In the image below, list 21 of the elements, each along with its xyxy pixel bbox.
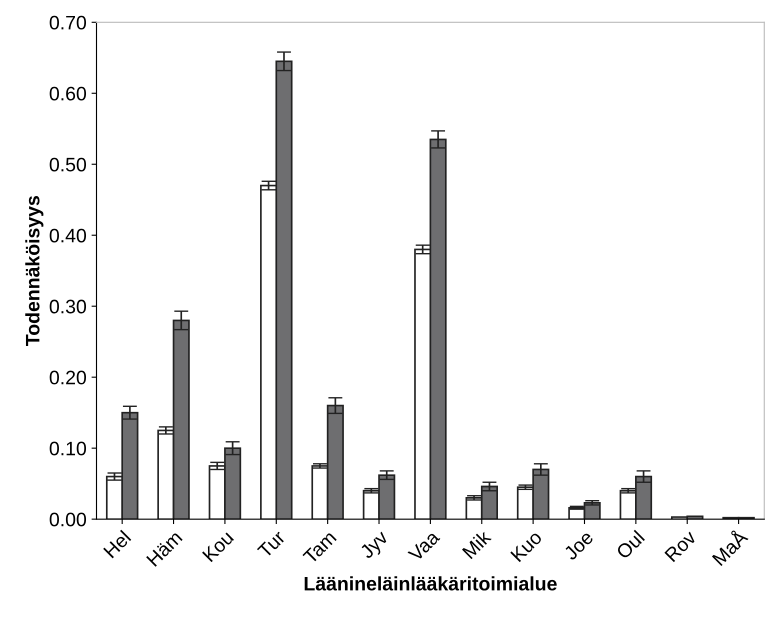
x-tick-label: Tam xyxy=(302,530,337,565)
y-tick-label: 0.50 xyxy=(50,158,86,172)
x-tick-label: Rov xyxy=(664,529,698,562)
y-axis-title: Todennäköisyys xyxy=(25,196,44,346)
x-tick-label: Oul xyxy=(615,530,646,560)
x-axis-title: Läänineläinlääkäritoimialue xyxy=(304,576,557,591)
x-tick-label: Vaa xyxy=(408,529,440,562)
y-tick-label: 0.30 xyxy=(50,300,86,314)
x-tick-label: Kuo xyxy=(510,530,543,562)
x-tick-label: Mik xyxy=(462,528,492,560)
x-tick-label: Hel xyxy=(102,530,132,558)
x-tick-label: Joe xyxy=(563,530,594,561)
y-tick-label: 0.20 xyxy=(50,370,86,384)
x-tick-label: Jyv xyxy=(359,529,392,562)
y-tick-label: 0.70 xyxy=(50,16,86,30)
x-tick-label: Tur xyxy=(256,530,286,559)
y-tick-label: 0.40 xyxy=(50,228,86,242)
y-tick-label: 0.60 xyxy=(50,86,86,101)
y-tick-label: 0.00 xyxy=(50,512,86,526)
y-tick-label: 0.10 xyxy=(50,442,86,456)
x-tick-label: Kou xyxy=(202,530,234,562)
